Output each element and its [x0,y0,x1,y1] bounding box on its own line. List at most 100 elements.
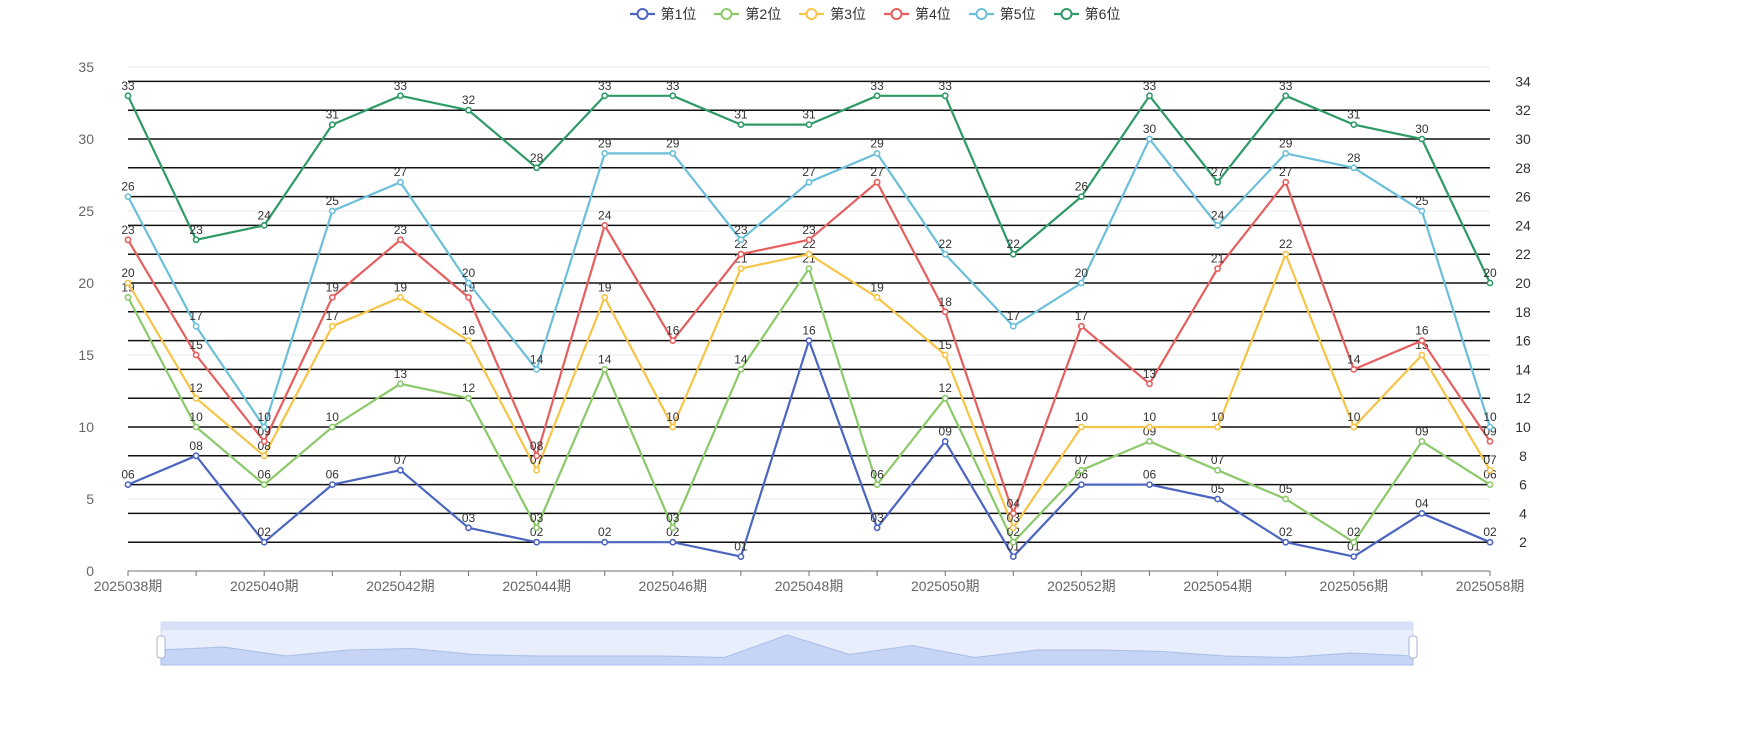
data-point[interactable] [1009,510,1017,517]
data-point[interactable] [1350,553,1358,560]
data-point[interactable] [465,394,472,402]
data-point[interactable] [1078,322,1085,330]
data-point[interactable] [941,394,949,402]
data-point[interactable] [533,164,540,172]
data-point[interactable] [465,293,472,301]
data-point[interactable] [669,524,677,532]
data-point[interactable] [1486,423,1494,431]
data-point[interactable] [396,380,404,388]
data-point[interactable] [1214,495,1221,503]
data-point[interactable] [941,92,949,100]
data-point[interactable] [1214,265,1221,272]
data-point[interactable] [1282,149,1290,157]
data-point[interactable] [1418,337,1426,344]
data-point[interactable] [805,236,813,244]
data-point[interactable] [669,92,677,100]
data-point[interactable] [124,481,132,488]
data-point[interactable] [1350,365,1358,373]
data-point[interactable] [465,337,472,344]
data-point[interactable] [805,178,813,186]
data-point[interactable] [805,265,813,272]
data-point[interactable] [396,178,404,186]
data-point[interactable] [465,524,472,532]
data-point[interactable] [1486,279,1494,287]
legend-item-3[interactable]: 第3位 [799,4,866,24]
data-point[interactable] [601,365,609,373]
data-zoom-slider[interactable] [156,621,1418,666]
data-point[interactable] [737,121,745,128]
data-point[interactable] [124,236,132,244]
data-point[interactable] [260,423,268,431]
data-point[interactable] [941,308,949,316]
data-point[interactable] [1486,437,1494,445]
data-point[interactable] [873,293,881,301]
data-point[interactable] [1146,481,1153,488]
legend-item-6[interactable]: 第6位 [1053,4,1120,24]
data-point[interactable] [192,394,200,402]
data-point[interactable] [533,538,540,546]
data-point[interactable] [533,466,540,474]
data-point[interactable] [941,250,949,258]
data-point[interactable] [873,481,881,488]
data-point[interactable] [124,293,132,301]
data-point[interactable] [1214,423,1221,431]
data-point[interactable] [533,365,540,373]
data-point[interactable] [328,207,336,215]
data-point[interactable] [601,92,609,100]
data-point[interactable] [1009,250,1017,258]
data-point[interactable] [533,452,540,460]
data-point[interactable] [1146,135,1153,143]
data-point[interactable] [1009,538,1017,546]
data-point[interactable] [1146,437,1153,445]
data-point[interactable] [328,481,336,488]
data-point[interactable] [1078,481,1085,488]
data-point[interactable] [737,553,745,560]
data-point[interactable] [737,365,745,373]
zoom-bar[interactable] [161,622,1413,630]
data-point[interactable] [465,279,472,287]
data-point[interactable] [260,538,268,546]
data-point[interactable] [124,193,132,200]
data-point[interactable] [1282,495,1290,503]
data-point[interactable] [1214,466,1221,474]
data-point[interactable] [1146,423,1153,431]
data-point[interactable] [260,481,268,488]
data-point[interactable] [1146,380,1153,388]
data-point[interactable] [1078,423,1085,431]
data-point[interactable] [1418,351,1426,359]
data-point[interactable] [328,423,336,431]
data-point[interactable] [1418,510,1426,517]
data-point[interactable] [601,221,609,229]
data-point[interactable] [328,293,336,301]
data-point[interactable] [941,437,949,445]
data-point[interactable] [873,92,881,100]
data-point[interactable] [1350,121,1358,128]
data-point[interactable] [396,466,404,474]
data-point[interactable] [1214,178,1221,186]
data-point[interactable] [805,337,813,344]
data-point[interactable] [1078,279,1085,287]
data-point[interactable] [1282,178,1290,186]
data-point[interactable] [873,524,881,532]
data-point[interactable] [1486,538,1494,546]
data-point[interactable] [873,178,881,186]
data-point[interactable] [805,121,813,128]
data-point[interactable] [805,250,813,258]
data-point[interactable] [669,149,677,157]
data-point[interactable] [1486,466,1494,474]
legend-item-1[interactable]: 第1位 [629,4,696,24]
data-point[interactable] [601,149,609,157]
data-point[interactable] [1282,538,1290,546]
data-point[interactable] [737,265,745,272]
zoom-handle-right[interactable] [1408,635,1418,659]
data-point[interactable] [1350,164,1358,172]
data-point[interactable] [260,221,268,229]
data-point[interactable] [737,250,745,258]
data-point[interactable] [192,322,200,330]
data-point[interactable] [737,236,745,244]
legend-item-4[interactable]: 第4位 [884,4,951,24]
data-point[interactable] [1009,322,1017,330]
data-point[interactable] [328,322,336,330]
zoom-handle-left[interactable] [156,635,166,659]
data-point[interactable] [1418,437,1426,445]
